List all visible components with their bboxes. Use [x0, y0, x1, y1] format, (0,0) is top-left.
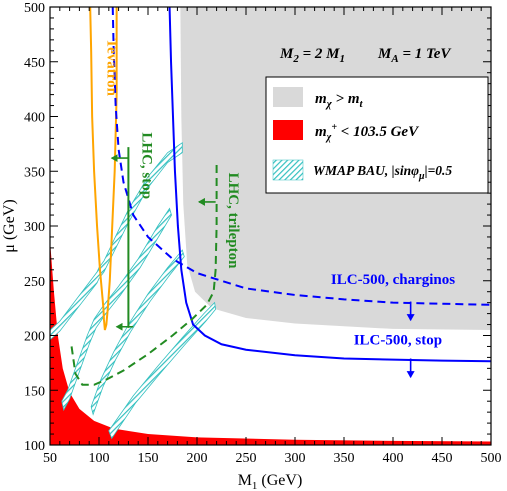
x-axis-title: M1 (GeV): [238, 472, 303, 491]
legend-label-mchi-mt: mχ > mt: [315, 91, 364, 110]
y-tick-label: 100: [24, 439, 45, 454]
y-tick-label: 350: [24, 165, 45, 180]
axis-ticks: 50 100 150 200 250 300 350 400 450 50010015020025…: [24, 1, 502, 466]
x-tick-label: 400: [383, 451, 404, 466]
y-tick-label: 300: [24, 220, 45, 235]
y-tick-label: 400: [24, 111, 45, 126]
label-ilc-charginos: ILC-500, charginos: [331, 272, 455, 288]
chart-text: M2 = 2 M1 MA = 1 TeV mχ > mt mχ+ < 103.5…: [1, 38, 489, 491]
tevatron-curve: [89, 7, 118, 331]
label-tevatron: Tevatron: [103, 38, 119, 96]
legend-swatch-wmap: [272, 159, 304, 181]
y-tick-label: 450: [24, 56, 45, 71]
legend-swatch-gray: [273, 87, 303, 107]
wmap-band: [61, 207, 172, 412]
legend-label-chargino: mχ+ < 103.5 GeV: [315, 122, 420, 143]
wmap-band: [108, 301, 217, 440]
x-tick-label: 450: [432, 451, 453, 466]
x-tick-label: 150: [138, 451, 159, 466]
legend: mχ > mt mχ+ < 103.5 GeV WMAP BAU, |sinφμ…: [265, 76, 489, 194]
label-ilc-stop: ILC-500, stop: [354, 332, 442, 348]
x-tick-label: 350: [334, 451, 355, 466]
x-tick-label: 50: [43, 451, 57, 466]
x-tick-label: 250: [236, 451, 257, 466]
wmap-band: [50, 142, 183, 341]
y-axis-title: μ (GeV): [1, 199, 18, 252]
lhc-trilepton-curve: [70, 160, 218, 386]
header-m2: M2 = 2 M1: [279, 46, 345, 65]
x-tick-label: 300: [285, 451, 306, 466]
x-tick-label: 100: [89, 451, 110, 466]
wmap-band: [90, 249, 185, 416]
legend-swatch-red: [273, 120, 303, 140]
ilc-stop-curve: [168, 7, 491, 363]
label-lhc-trilepton: LHC, trilepton: [225, 173, 241, 269]
y-tick-label: 250: [24, 275, 45, 290]
label-lhc-stop: LHC, stop: [139, 132, 155, 199]
legend-label-wmap: WMAP BAU, |sinφμ|=0.5: [313, 163, 452, 182]
x-tick-label: 200: [187, 451, 208, 466]
region-chargino-excluded: [50, 240, 491, 445]
x-tick-label: 500: [481, 451, 502, 466]
y-tick-label: 150: [24, 384, 45, 399]
y-tick-label: 500: [24, 1, 45, 16]
header-ma: MA = 1 TeV: [377, 46, 452, 65]
y-tick-label: 200: [24, 330, 45, 345]
